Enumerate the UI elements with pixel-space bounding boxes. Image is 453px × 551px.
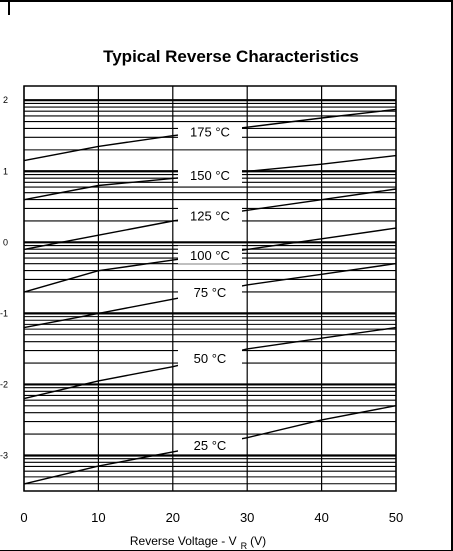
x-tick-label: 30 <box>240 510 254 525</box>
y-tick-label: -1 <box>0 308 8 318</box>
x-tick-label: 10 <box>91 510 105 525</box>
series-label: 75 °C <box>194 285 227 300</box>
series-label-background <box>178 122 242 141</box>
frame-edge <box>8 0 10 15</box>
series-label-background <box>178 283 242 302</box>
grid-lines <box>23 86 397 491</box>
y-tick-label: -3 <box>0 450 8 460</box>
x-tick-labels: 0 10 20 30 40 50 <box>20 510 403 525</box>
series-label: 175 °C <box>190 124 230 139</box>
series-label: 125 °C <box>190 209 230 224</box>
chart-title: Typical Reverse Characteristics <box>103 47 359 66</box>
y-tick-label: 1 <box>3 166 8 176</box>
curve-labels: 175 °C 150 °C 125 °C 100 °C 75 °C 50 °C 25 °C <box>178 122 242 454</box>
series-label: 25 °C <box>194 438 227 453</box>
y-tick-label: -2 <box>0 379 8 389</box>
series-label-background <box>178 206 242 225</box>
x-tick-label: 0 <box>20 510 27 525</box>
series-label: 100 °C <box>190 248 230 263</box>
x-tick-label: 40 <box>314 510 328 525</box>
y-tick-label: 0 <box>3 237 8 247</box>
series-label-background <box>178 165 242 184</box>
series-label: 50 °C <box>194 351 227 366</box>
series-label-background <box>178 348 242 367</box>
plot-area <box>23 85 397 492</box>
series-label: 150 °C <box>190 168 230 183</box>
y-tick-labels: 2 1 0 -1 -2 -3 <box>0 95 8 460</box>
y-tick-label: 2 <box>3 95 8 105</box>
x-tick-label: 50 <box>389 510 403 525</box>
series-label-background <box>178 435 242 454</box>
series-label-background <box>178 245 242 264</box>
x-axis-label: Reverse Voltage - V R (V) <box>130 534 266 550</box>
x-tick-label: 20 <box>166 510 180 525</box>
